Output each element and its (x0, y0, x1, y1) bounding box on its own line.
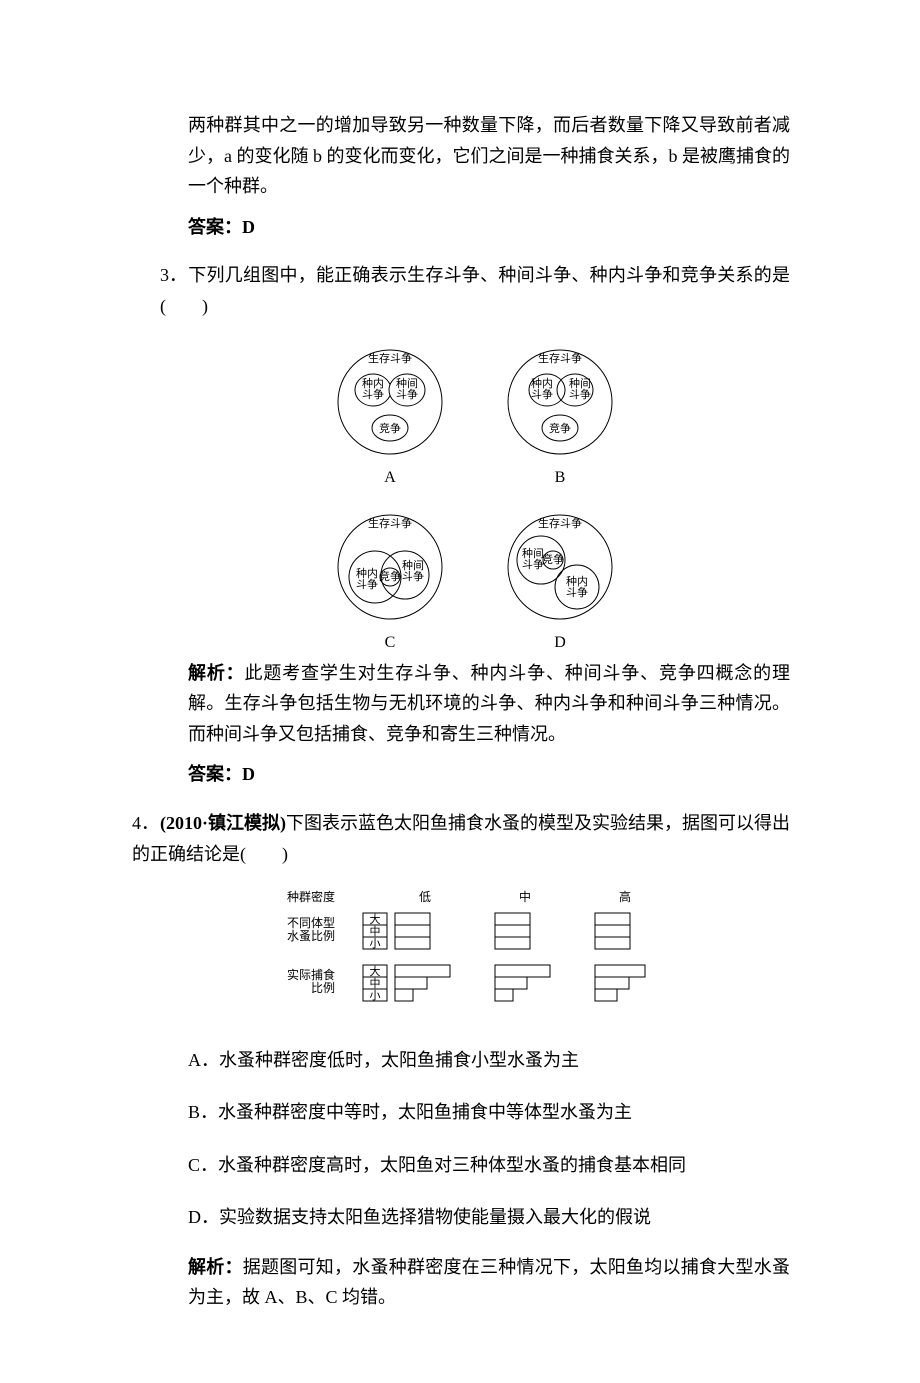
q3-label-D: D (495, 634, 625, 652)
document-page: 两种群其中之一的增加导致另一种数量下降，而后者数量下降又导致前者减少，a 的变化… (0, 0, 920, 1383)
q3-diagram-row-2: 生存斗争 种内 斗争 种间 斗争 竞争 C 生存斗争 种间 (160, 505, 790, 652)
svg-text:中: 中 (370, 925, 381, 938)
q3-label-C: C (325, 634, 455, 652)
svg-text:低: 低 (419, 890, 431, 904)
question-3: 3．下列几组图中，能正确表示生存斗争、种间斗争、种内斗争和竞争关系的是( ) 生… (160, 260, 790, 790)
q4-source: (2010·镇江模拟) (160, 813, 286, 833)
svg-text:种群密度: 种群密度 (287, 889, 335, 904)
q3-stem-line: 3．下列几组图中，能正确表示生存斗争、种间斗争、种内斗争和竞争关系的是( ) (160, 260, 790, 321)
q3-answer: 答案：D (188, 759, 790, 790)
svg-text:比例: 比例 (311, 981, 335, 995)
svg-text:高: 高 (619, 889, 631, 904)
q3-stem: 下列几组图中，能正确表示生存斗争、种间斗争、种内斗争和竞争关系的是( ) (160, 265, 790, 316)
q3-number: 3． (160, 260, 188, 291)
svg-text:水蚤比例: 水蚤比例 (287, 929, 335, 943)
svg-text:中: 中 (519, 889, 531, 904)
q3-venn-B: 生存斗争 种内 斗争 种间 斗争 竞争 B (495, 340, 625, 487)
svg-text:种内: 种内 (362, 376, 384, 390)
svg-text:斗争: 斗争 (362, 387, 384, 401)
q3-A-outer: 生存斗争 (368, 351, 412, 365)
q3-diagram-row-1: 生存斗争 种内 斗争 种间 斗争 竞争 A 生存斗争 种内 (160, 340, 790, 487)
svg-text:竞争: 竞争 (549, 421, 571, 435)
q4-option-B: B．水蚤种群密度中等时，太阳鱼捕食中等体型水蚤为主 (188, 1095, 790, 1129)
svg-text:斗争: 斗争 (522, 557, 544, 571)
svg-text:大: 大 (370, 912, 381, 926)
q3-label-B: B (495, 469, 625, 487)
svg-text:斗争: 斗争 (566, 585, 588, 599)
svg-text:小: 小 (370, 937, 381, 950)
svg-text:大: 大 (370, 964, 381, 978)
svg-text:斗争: 斗争 (356, 577, 378, 591)
q4-stem-line: 4．(2010·镇江模拟)下图表示蓝色太阳鱼捕食水蚤的模型及实验结果，据图可以得… (132, 808, 790, 869)
q3-svg-A: 生存斗争 种内 斗争 种间 斗争 竞争 (325, 340, 455, 460)
svg-text:种内: 种内 (566, 574, 588, 588)
svg-text:竞争: 竞争 (542, 552, 564, 566)
q3-explain: 解析：此题考查学生对生存斗争、种内斗争、种间斗争、竞争四概念的理解。生存斗争包括… (188, 658, 790, 750)
svg-text:竞争: 竞争 (379, 421, 401, 435)
svg-text:种间: 种间 (402, 558, 424, 572)
q4-explain: 解析：据题图可知，水蚤种群密度在三种情况下，太阳鱼均以捕食大型水蚤为主，故 A、… (188, 1252, 790, 1313)
q3-label-A: A (325, 469, 455, 487)
q2-explanation: 两种群其中之一的增加导致另一种数量下降，而后者数量下降又导致前者减少，a 的变化… (188, 110, 790, 202)
svg-text:种内: 种内 (356, 566, 378, 580)
q2-answer: 答案：D (188, 212, 790, 243)
svg-text:斗争: 斗争 (402, 569, 424, 583)
svg-text:种间: 种间 (522, 546, 544, 560)
svg-text:中: 中 (370, 977, 381, 990)
q3-explain-text: 此题考查学生对生存斗争、种内斗争、种间斗争、竞争四概念的理解。生存斗争包括生物与… (188, 663, 790, 744)
svg-text:斗争: 斗争 (569, 387, 591, 401)
svg-text:实际捕食: 实际捕食 (287, 967, 335, 982)
svg-text:种间: 种间 (569, 376, 591, 390)
svg-text:竞争: 竞争 (379, 569, 401, 583)
q3-svg-B: 生存斗争 种内 斗争 种间 斗争 竞争 (495, 340, 625, 460)
q3-svg-C: 生存斗争 种内 斗争 种间 斗争 竞争 (325, 505, 455, 625)
q3-explain-label: 解析： (188, 663, 245, 683)
q4-explain-text: 据题图可知，水蚤种群密度在三种情况下，太阳鱼均以捕食大型水蚤为主，故 A、B、C… (188, 1257, 790, 1308)
svg-text:斗争: 斗争 (396, 387, 418, 401)
q3-C-outer: 生存斗争 (368, 516, 412, 530)
svg-text:种内: 种内 (531, 376, 553, 390)
q4-explain-label: 解析： (188, 1257, 243, 1277)
q4-chart-wrap: 种群密度低中高不同体型水蚤比例大中小实际捕食比例大中小 (160, 885, 790, 1025)
q3-B-outer: 生存斗争 (538, 351, 582, 365)
q4-chart-svg: 种群密度低中高不同体型水蚤比例大中小实际捕食比例大中小 (265, 885, 685, 1025)
svg-text:不同体型: 不同体型 (287, 916, 335, 930)
q4-option-A: A．水蚤种群密度低时，太阳鱼捕食小型水蚤为主 (188, 1043, 790, 1077)
svg-text:斗争: 斗争 (531, 387, 553, 401)
question-4: 4．(2010·镇江模拟)下图表示蓝色太阳鱼捕食水蚤的模型及实验结果，据图可以得… (160, 808, 790, 1313)
q3-D-outer: 生存斗争 (538, 516, 582, 530)
q3-venn-D: 生存斗争 种间 斗争 竞争 种内 斗争 D (495, 505, 625, 652)
q3-venn-C: 生存斗争 种内 斗争 种间 斗争 竞争 C (325, 505, 455, 652)
q4-option-C: C．水蚤种群密度高时，太阳鱼对三种体型水蚤的捕食基本相同 (188, 1148, 790, 1182)
svg-text:种间: 种间 (396, 376, 418, 390)
q4-number: 4． (132, 808, 160, 839)
q3-venn-A: 生存斗争 种内 斗争 种间 斗争 竞争 A (325, 340, 455, 487)
svg-text:小: 小 (370, 989, 381, 1002)
q4-option-D: D．实验数据支持太阳鱼选择猎物使能量摄入最大化的假说 (188, 1200, 790, 1234)
q3-svg-D: 生存斗争 种间 斗争 竞争 种内 斗争 (495, 505, 625, 625)
